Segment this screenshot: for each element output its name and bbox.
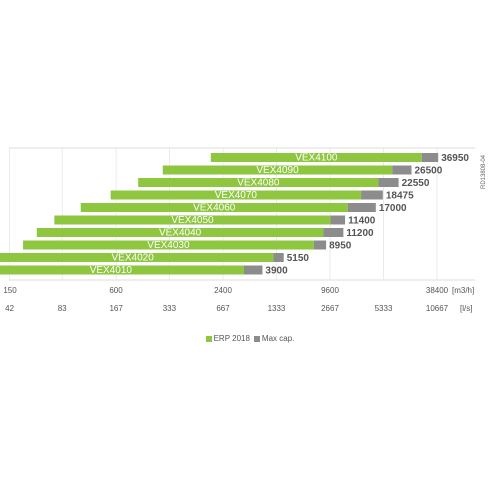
x-tick-label-ls: 667 bbox=[216, 304, 230, 313]
bar-max bbox=[243, 265, 263, 275]
legend-label-erp: ERP 2018 bbox=[213, 334, 250, 343]
x-tick-label-m3h: 2400 bbox=[214, 286, 232, 295]
bar-max bbox=[273, 253, 284, 262]
bar-max bbox=[347, 203, 376, 212]
x-tick-label-m3h: 150 bbox=[3, 286, 17, 295]
bar-max-label: 5150 bbox=[287, 253, 310, 264]
bar-category-label: VEX4050 bbox=[171, 215, 214, 226]
legend-item-max: Max cap. bbox=[253, 334, 295, 343]
bar-erp bbox=[54, 215, 331, 225]
x-tick-label-ls: 42 bbox=[5, 304, 14, 313]
bar-erp bbox=[138, 178, 379, 187]
x-tick-label-m3h: 38400 bbox=[426, 286, 449, 295]
bar-category-label: VEX4030 bbox=[147, 240, 190, 251]
bar-max bbox=[361, 190, 383, 200]
bar-category-label: VEX4060 bbox=[193, 203, 236, 214]
x-tick-label-ls: 83 bbox=[58, 304, 67, 313]
side-code: RD13808-04 bbox=[481, 154, 487, 189]
bar-erp bbox=[0, 253, 274, 262]
x-tick-label-ls: 10667 bbox=[426, 304, 449, 313]
bar-category-label: VEX4070 bbox=[215, 190, 258, 201]
bar-erp bbox=[36, 228, 324, 237]
x-unit-ls: [l/s] bbox=[460, 304, 472, 313]
bar-erp bbox=[162, 165, 393, 175]
bar-category-label: VEX4040 bbox=[159, 228, 202, 239]
x-tick-label-ls: 5333 bbox=[375, 304, 393, 313]
x-tick-label-ls: 2667 bbox=[321, 304, 339, 313]
bar-max-label: 3900 bbox=[265, 266, 288, 277]
legend-item-erp: ERP 2018 bbox=[205, 334, 250, 343]
bar-max-label: 11400 bbox=[348, 216, 376, 227]
bar-max bbox=[421, 153, 439, 162]
legend-swatch-erp bbox=[205, 335, 212, 342]
bar-category-label: VEX4090 bbox=[256, 165, 299, 176]
legend: ERP 2018 Max cap. bbox=[0, 334, 500, 343]
x-tick-label-ls: 1333 bbox=[268, 304, 286, 313]
legend-swatch-max bbox=[253, 335, 260, 342]
bar-category-label: VEX4100 bbox=[295, 153, 338, 164]
x-tick-label-m3h: 9600 bbox=[321, 286, 339, 295]
bar-max bbox=[313, 240, 327, 250]
bar-erp bbox=[110, 190, 362, 200]
x-tick-label-ls: 167 bbox=[109, 304, 123, 313]
bar-max-label: 17000 bbox=[379, 203, 407, 214]
bar-max bbox=[330, 215, 346, 225]
bar-category-label: VEX4020 bbox=[112, 253, 155, 264]
legend-label-max: Max cap. bbox=[261, 334, 295, 343]
x-unit-m3h: [m3/h] bbox=[452, 286, 474, 295]
bar-erp bbox=[80, 203, 348, 212]
x-tick-label-m3h: 600 bbox=[109, 286, 123, 295]
bar-max-label: 18475 bbox=[386, 191, 414, 202]
x-tick-label-ls: 333 bbox=[163, 304, 177, 313]
bar-erp bbox=[23, 240, 314, 250]
bar-max bbox=[392, 165, 412, 175]
bar-max bbox=[323, 228, 344, 237]
bar-max-label: 26500 bbox=[415, 166, 443, 177]
bar-max-label: 22550 bbox=[402, 178, 430, 189]
bar-max-label: 36950 bbox=[441, 153, 469, 164]
bar-max-label: 8950 bbox=[329, 241, 352, 252]
bar-max bbox=[378, 178, 399, 187]
bar-category-label: VEX4010 bbox=[90, 265, 133, 276]
bar-erp bbox=[0, 265, 244, 275]
bar-category-label: VEX4080 bbox=[237, 178, 280, 189]
bar-max-label: 11200 bbox=[346, 228, 374, 239]
bar-erp bbox=[210, 153, 422, 162]
